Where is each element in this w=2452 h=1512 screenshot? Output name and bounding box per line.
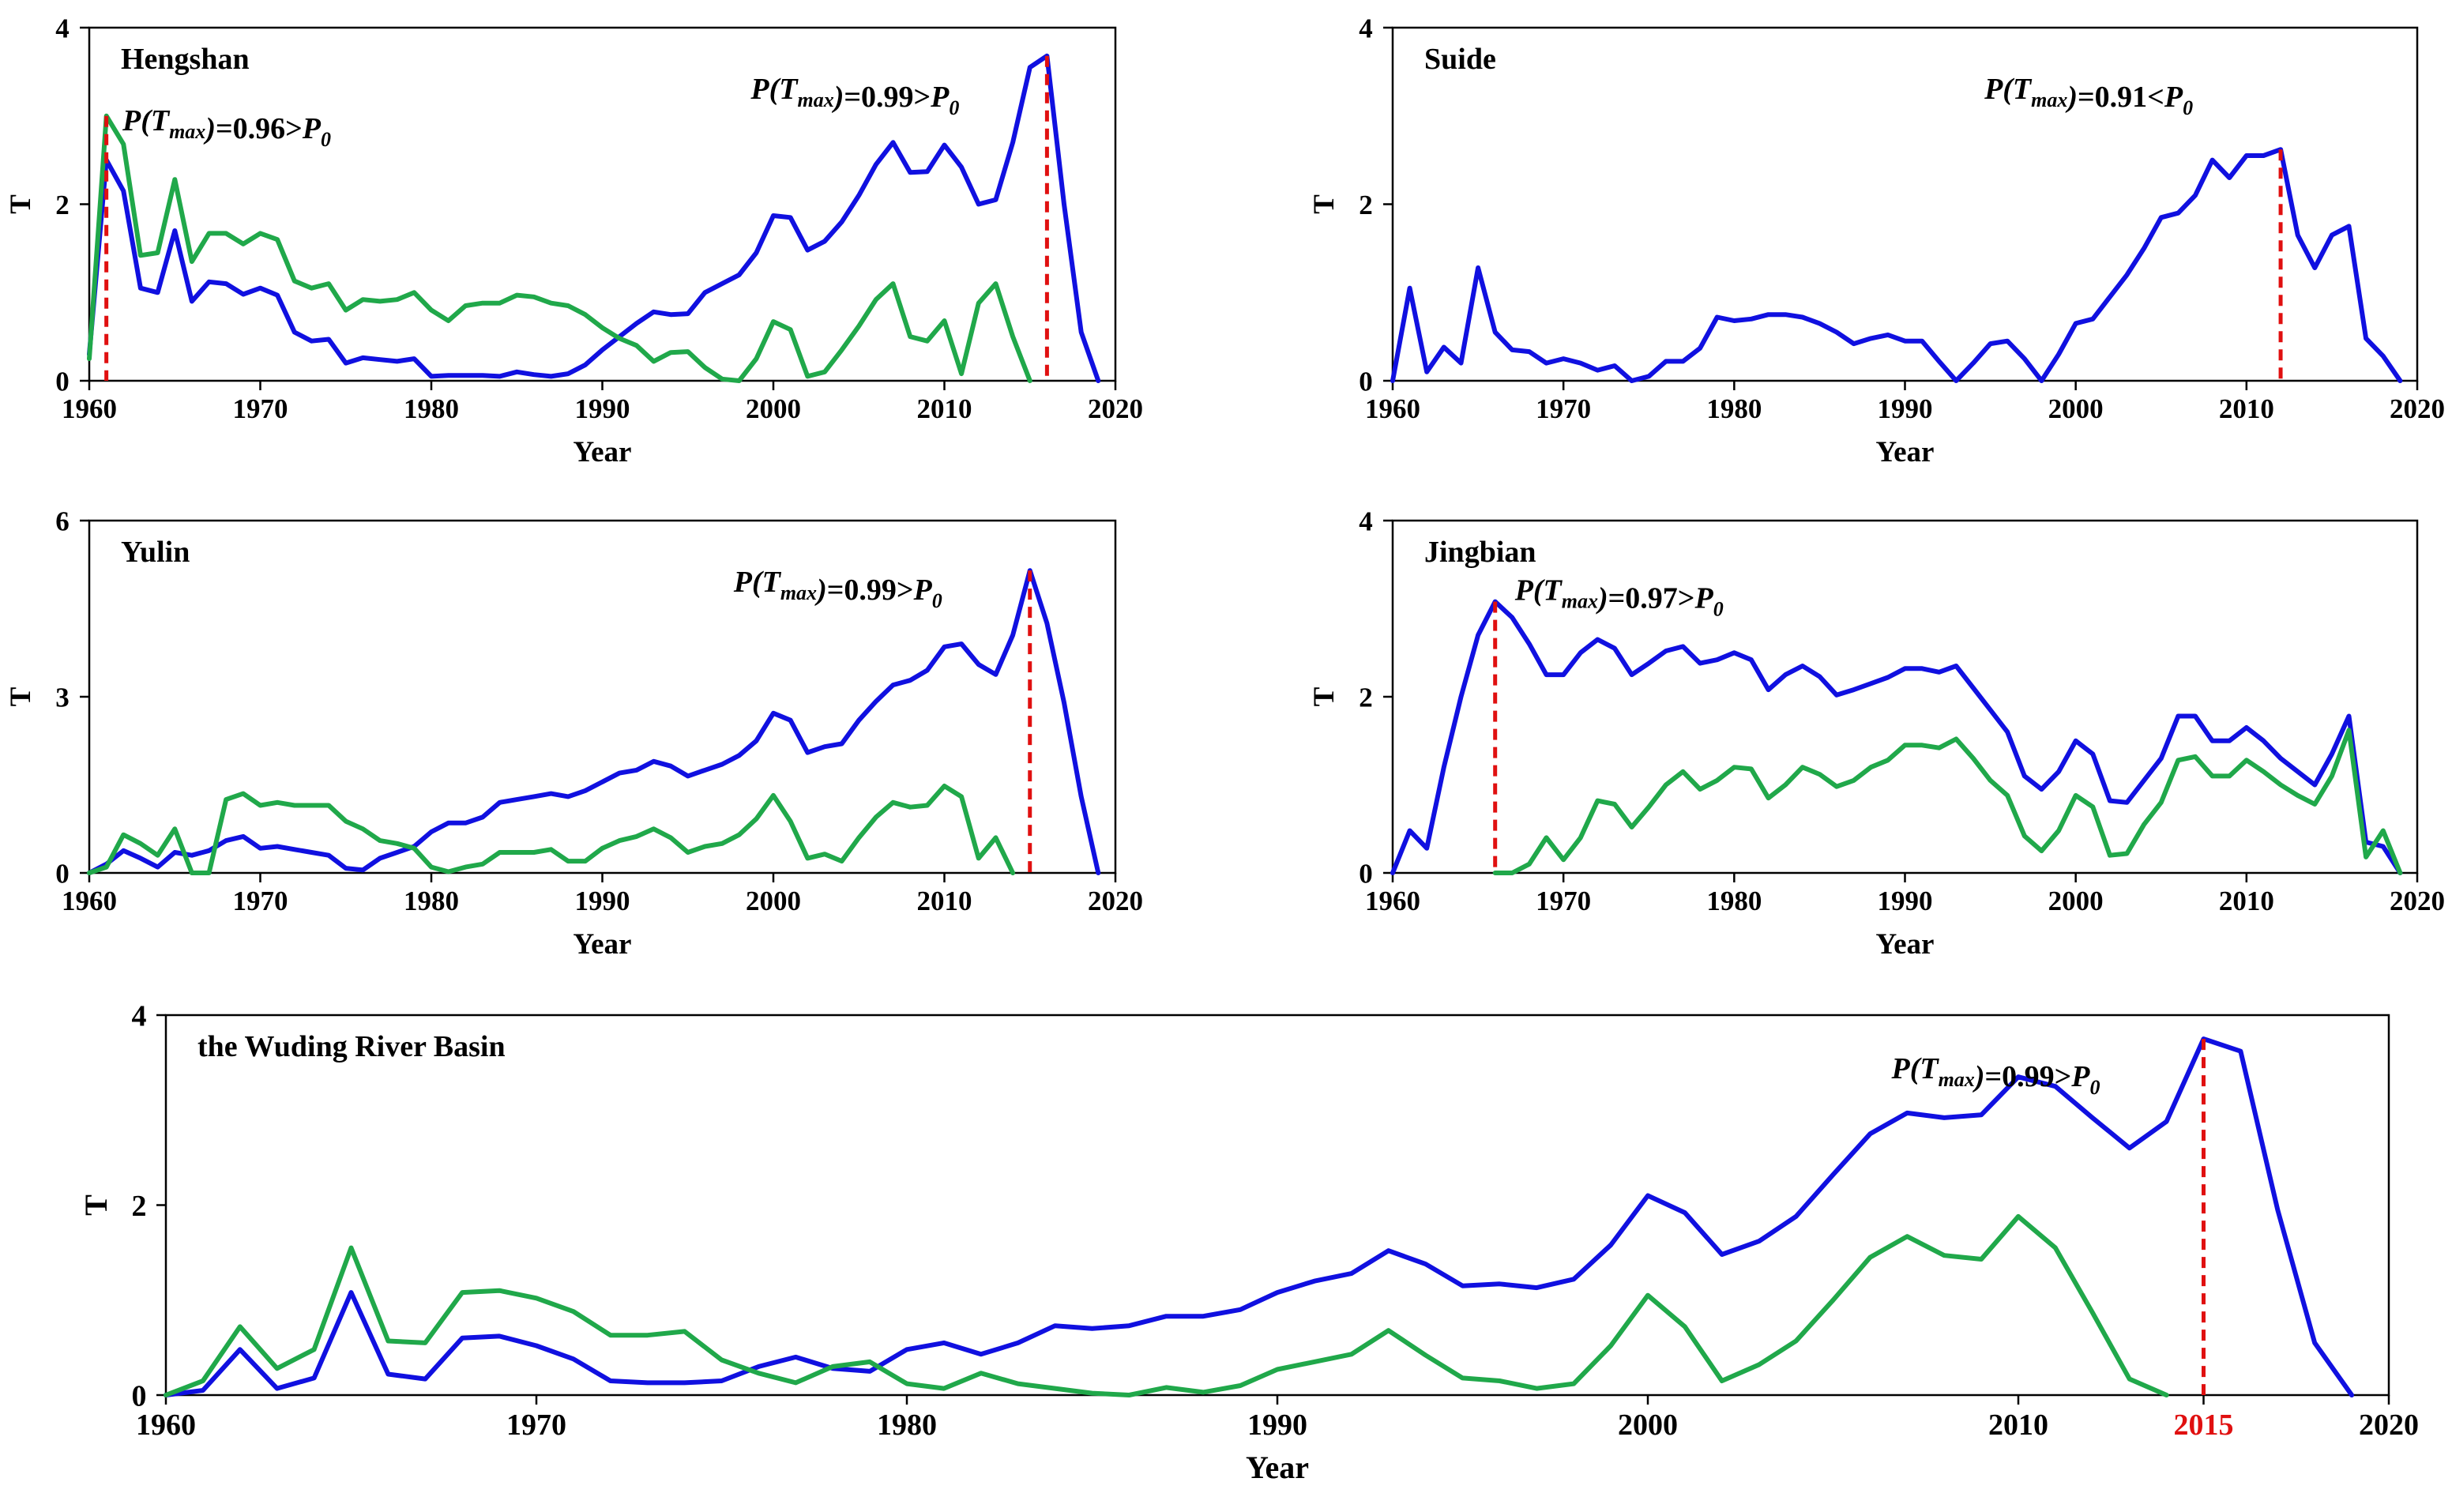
chart-panel-4: 1960 1970 1980 1990 2000 2010 2020 0 2 4 Year T Jing… [1308,506,2445,961]
x-tick-label: 2010 [2219,886,2274,916]
series-line-green [164,1213,2169,1397]
y-tick-label: 0 [1359,366,1373,397]
series-line-blue [164,1036,2355,1397]
x-tick-label: 1980 [1706,393,1762,424]
y-axis-label: T [5,194,37,214]
panel-title: Hengshan [121,43,250,76]
series-line-blue [87,568,1101,875]
tmax-annotation: P(Tmax)=0.91<P0 [1984,73,2193,119]
panel-title: Yulin [121,536,190,569]
x-tick-label: 2000 [746,393,801,424]
x-tick-label: 2020 [2390,886,2445,916]
chart-panel-2: 1960 1970 1980 1990 2000 2010 2020 0 2 4 Year T Suid… [1308,13,2445,468]
chart-panel-3: 1960 1970 1980 1990 2000 2010 2020 0 3 6 Year T Yuli… [5,506,1143,961]
x-tick-label: 1960 [62,393,117,424]
x-tick-label: 2000 [1618,1409,1678,1442]
x-tick-label: 1990 [575,886,630,916]
y-tick-label: 4 [1359,506,1373,536]
x-tick-label: 2020 [2390,393,2445,424]
x-tick-label: 1970 [1536,393,1591,424]
series-line-blue [1390,599,2403,875]
y-tick-label: 4 [132,999,147,1032]
y-axis-label: T [5,686,37,706]
plot-frame [88,519,1117,874]
y-tick-label: 2 [55,190,70,220]
x-tick-label: 2010 [2219,393,2274,424]
y-tick-label: 4 [55,13,70,43]
chart-panel-5: 1960 1970 1980 1990 2000 2010 2020 2015 0 2 4 Year T… [78,999,2419,1485]
x-tick-label: 1970 [506,1409,566,1442]
y-axis-label: T [78,1194,114,1216]
x-tick-label: 1980 [404,393,459,424]
x-tick-label: 2010 [1988,1409,2048,1442]
y-tick-label: 2 [1359,682,1373,713]
x-axis-label: Year [1876,928,1935,961]
x-tick-label: 1970 [1536,886,1591,916]
x-tick-label: 1980 [877,1409,937,1442]
x-axis-label: Year [574,436,632,468]
x-tick-label: 2000 [2048,393,2104,424]
x-tick-label: 1960 [62,886,117,916]
tmax-annotation: P(Tmax)=0.99>P0 [1891,1052,2100,1099]
plot-frame [1391,26,2419,382]
x-tick-label: 1990 [1878,886,1933,916]
y-axis-label: T [1308,194,1341,214]
x-tick-label: 1980 [404,886,459,916]
y-tick-label: 0 [1359,858,1373,889]
x-axis-label: Year [1246,1450,1309,1485]
y-tick-label: 6 [55,506,70,536]
x-axis-label: Year [1876,436,1935,468]
chart-panel-1: 1960 1970 1980 1990 2000 2010 2020 0 2 4 Year T Heng… [5,13,1143,468]
x-tick-label: 1970 [233,886,288,916]
x-tick-label: 1980 [1706,886,1762,916]
x-tick-label: 1990 [575,393,630,424]
y-tick-label: 3 [55,682,70,713]
y-tick-label: 0 [55,366,70,397]
series-line-green [87,113,1032,383]
x-tick-label: 1990 [1878,393,1933,424]
tmax-annotation: P(Tmax)=0.96>P0 [122,104,331,151]
panel-title: the Wuding River Basin [197,1030,506,1063]
series-line-green [87,784,1016,875]
series-line-green [1492,728,2403,875]
x-tick-label: 2020 [2359,1409,2419,1442]
y-tick-label: 0 [132,1379,147,1412]
x-tick-label: 1970 [233,393,288,424]
tmax-annotation: P(Tmax)=0.97>P0 [1514,574,1724,621]
x-tick-label: 2010 [917,886,972,916]
x-tick-label: 2000 [2048,886,2104,916]
x-tick-label: 1990 [1247,1409,1307,1442]
tmax-annotation: P(Tmax)=0.99>P0 [750,73,959,119]
x-tick-label-highlight: 2015 [2174,1409,2234,1442]
x-tick-label: 1960 [1365,393,1420,424]
series-line-blue [1390,147,2403,383]
series-line-blue [87,53,1101,383]
y-tick-label: 4 [1359,13,1373,43]
y-tick-label: 0 [55,858,70,889]
y-axis-label: T [1308,686,1341,706]
x-tick-label: 2010 [917,393,972,424]
panel-title: Suide [1424,43,1496,76]
x-tick-label: 2000 [746,886,801,916]
tmax-annotation: P(Tmax)=0.99>P0 [733,566,942,612]
x-tick-label: 2020 [1088,886,1143,916]
x-tick-label: 1960 [136,1409,196,1442]
x-tick-label: 1960 [1365,886,1420,916]
panel-title: Jingbian [1424,536,1536,569]
x-tick-label: 2020 [1088,393,1143,424]
y-tick-label: 2 [132,1190,147,1223]
y-tick-label: 2 [1359,190,1373,220]
x-axis-label: Year [574,928,632,961]
